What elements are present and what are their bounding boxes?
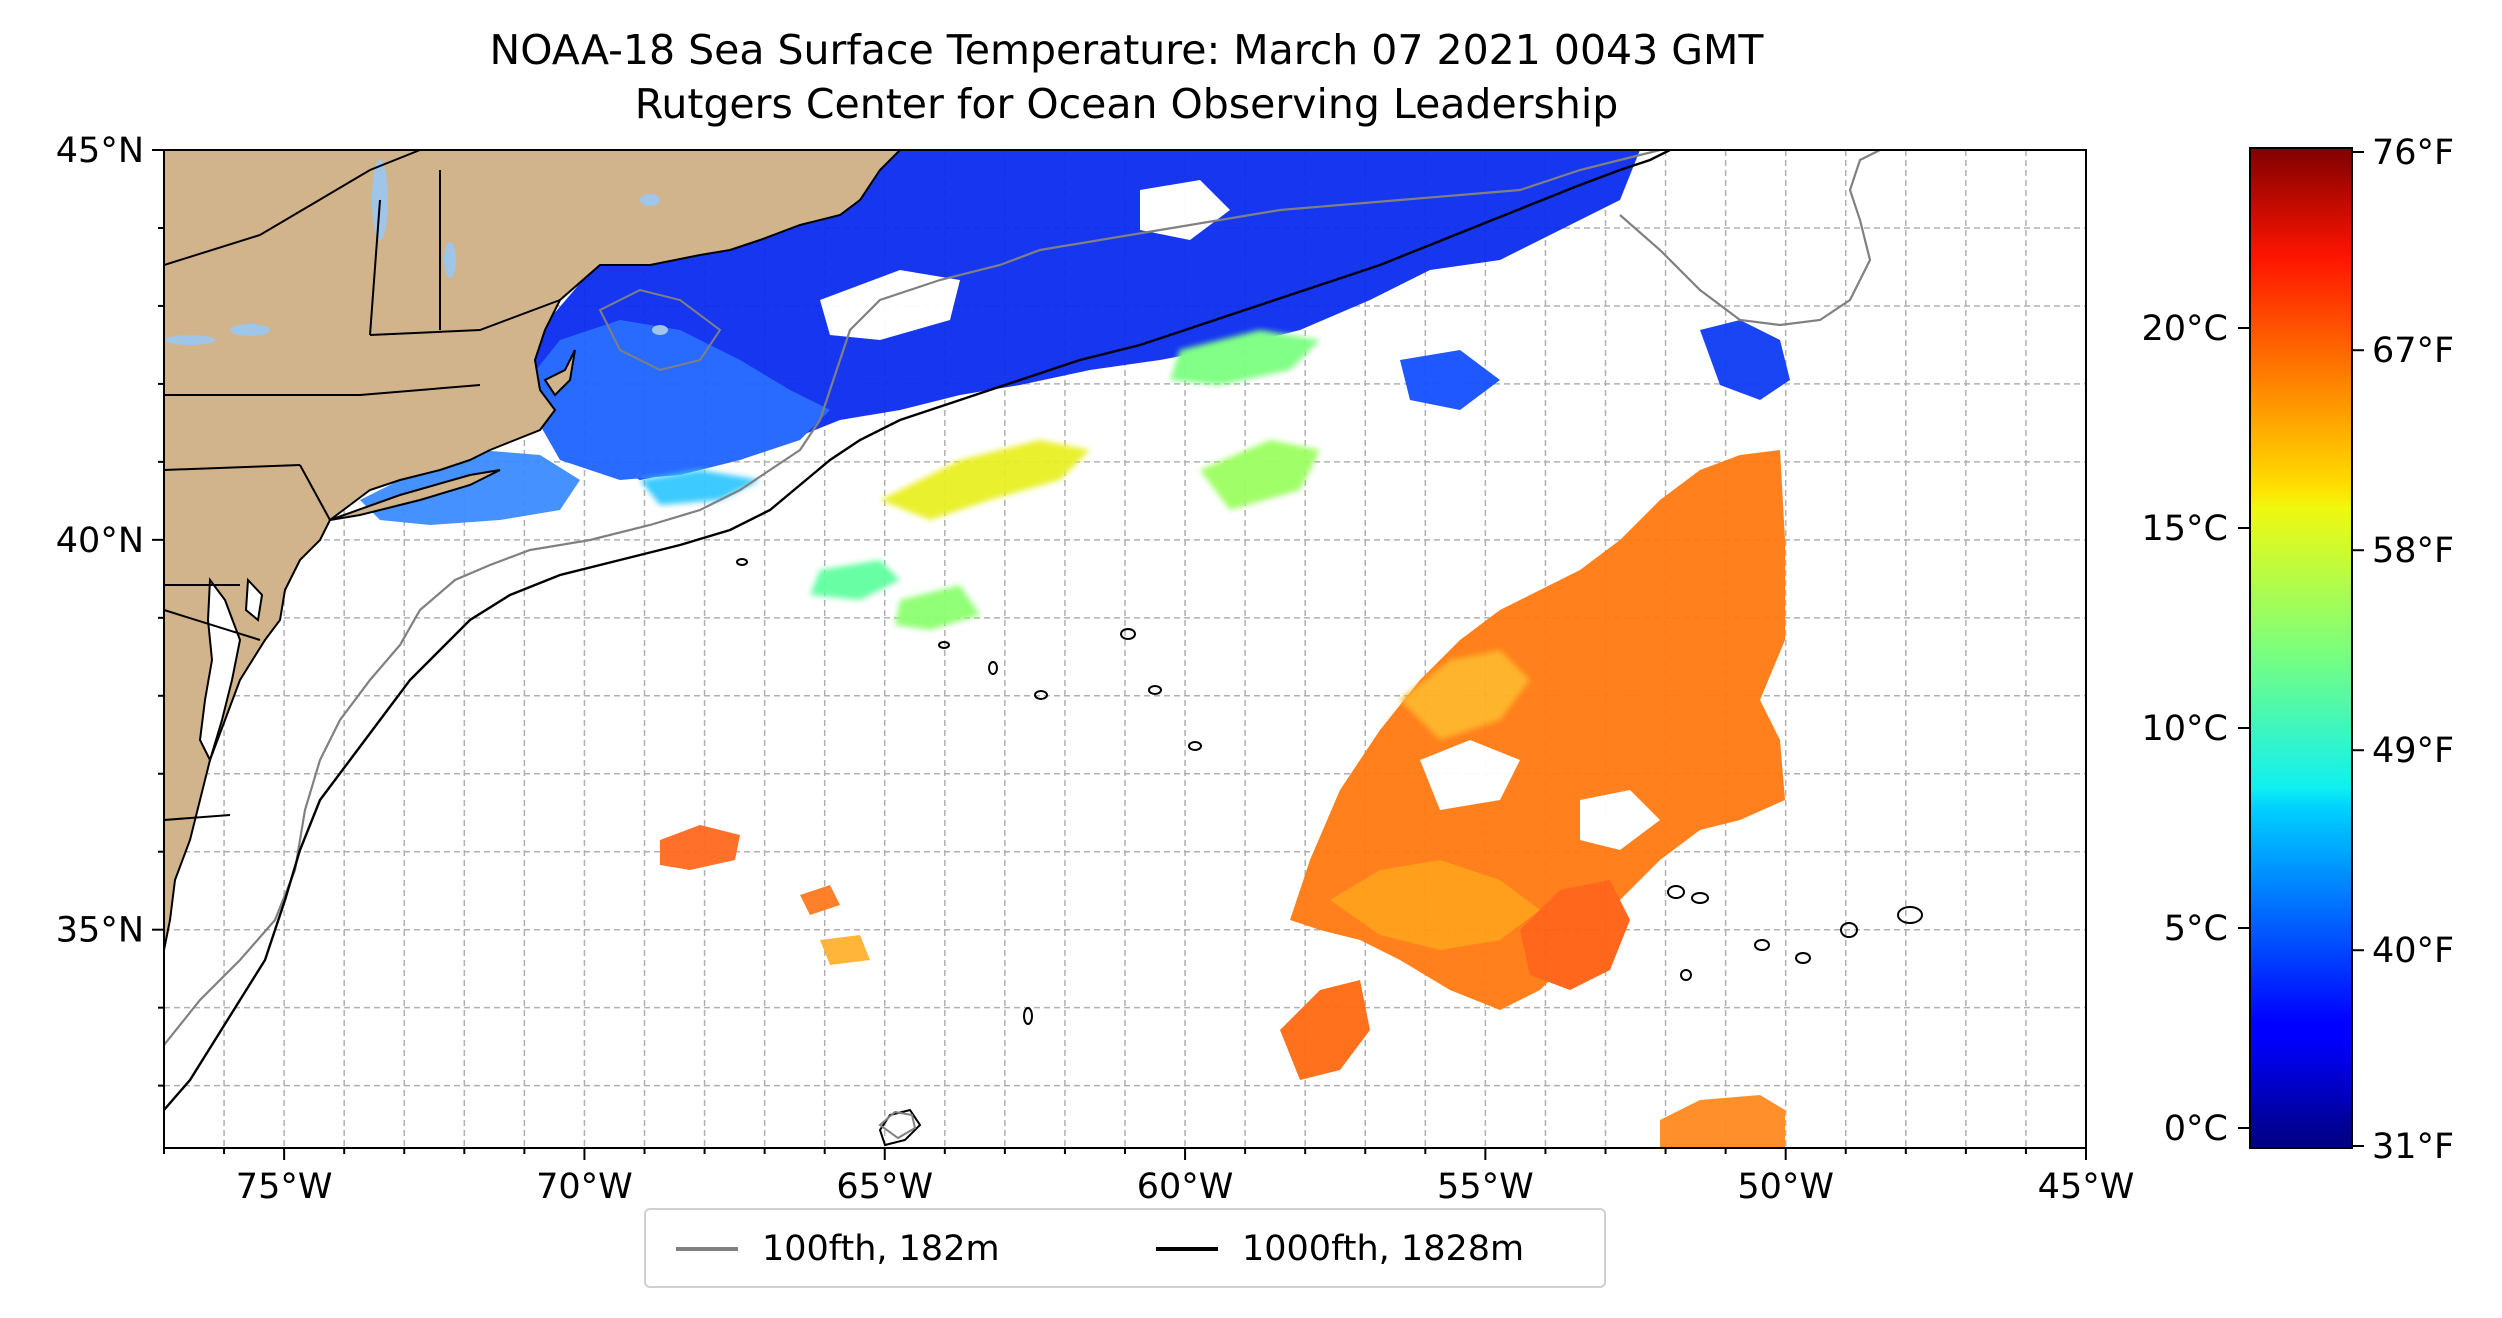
cloud-gap xyxy=(1580,790,1660,850)
map-title: NOAA-18 Sea Surface Temperature: March 0… xyxy=(489,26,1764,74)
warm-water-region xyxy=(1330,860,1540,950)
warm-water-region xyxy=(800,885,840,915)
legend-swatch-gray-line xyxy=(676,1247,738,1251)
legend-item-100fth: 100fth, 182m xyxy=(676,1226,1000,1272)
warm-water-region xyxy=(820,935,870,965)
cool-water-patch xyxy=(895,585,980,630)
cool-water-patch xyxy=(810,560,900,600)
colorbar-celsius-label: 10°C xyxy=(2142,709,2228,749)
colorbar-fahrenheit-label: 40°F xyxy=(2372,931,2454,971)
warm-water-region xyxy=(1660,1095,1785,1148)
map-axis-ticks xyxy=(152,149,2087,1160)
legend-label: 1000fth, 1828m xyxy=(1242,1229,1525,1269)
map-subtitle: Rutgers Center for Ocean Observing Leade… xyxy=(634,80,1619,128)
cool-water-patch xyxy=(640,470,760,505)
gridlines xyxy=(164,150,2086,1148)
warm-water-region xyxy=(1280,980,1370,1080)
bathymetry-1000fth-contour xyxy=(164,150,1671,1111)
colorbar-fahrenheit-ticks: 31°F 40°F 49°F 58°F 67°F 76°F xyxy=(2352,133,2454,1167)
cold-water-region xyxy=(520,320,830,480)
cold-water-region xyxy=(360,450,580,525)
longitude-label: 55°W xyxy=(1437,1167,1534,1207)
colorbar-celsius-label: 0°C xyxy=(2164,1109,2228,1149)
sst-overlay xyxy=(360,150,1790,1148)
cloud-gap xyxy=(1140,180,1230,240)
islands xyxy=(736,558,1923,1147)
legend-item-1000fth: 1000fth, 1828m xyxy=(1156,1226,1524,1272)
delaware-bay xyxy=(244,577,264,622)
colorbar-celsius-ticks: 0°C 5°C 10°C 15°C 20°C xyxy=(2142,309,2250,1149)
longitude-label: 75°W xyxy=(236,1167,333,1207)
state-borders xyxy=(164,150,561,821)
colorbar-fahrenheit-label: 67°F xyxy=(2372,331,2454,371)
cape-cod xyxy=(543,349,576,397)
cloud-gap xyxy=(1420,740,1520,810)
longitude-label: 60°W xyxy=(1137,1167,1234,1207)
bathymetry-100fth-contour xyxy=(1619,150,1881,327)
bathymetry-100fth-contour xyxy=(598,288,722,372)
colorbar-celsius-label: 5°C xyxy=(2164,909,2228,949)
cold-water-region xyxy=(1400,350,1500,410)
map-area xyxy=(164,150,2086,1148)
latitude-label: 40°N xyxy=(56,521,144,561)
cool-water-patch xyxy=(1170,330,1320,385)
latitude-labels: 35°N 40°N 45°N xyxy=(56,131,144,951)
cool-water-patch xyxy=(1200,440,1320,510)
cool-water-patch xyxy=(880,440,1090,520)
colorbar xyxy=(2249,147,2353,1149)
longitude-labels: 75°W 70°W 65°W 60°W 55°W 50°W 45°W xyxy=(236,1167,2135,1207)
colorbar-celsius-label: 15°C xyxy=(2142,509,2228,549)
long-island xyxy=(329,469,501,521)
latitude-label: 45°N xyxy=(56,131,144,171)
warm-water-region xyxy=(660,825,740,870)
colorbar-fahrenheit-label: 49°F xyxy=(2372,731,2454,771)
cloud-gap xyxy=(820,270,960,340)
colorbar-fahrenheit-label: 76°F xyxy=(2372,133,2454,173)
legend: 100fth, 182m 1000fth, 1828m xyxy=(644,1208,1606,1288)
latitude-label: 35°N xyxy=(56,911,144,951)
legend-swatch-black-line xyxy=(1156,1247,1218,1251)
colorbar-fahrenheit-label: 31°F xyxy=(2372,1127,2454,1167)
bathymetry-100fth-contour xyxy=(164,150,1661,1046)
cold-water-region xyxy=(1700,320,1790,400)
longitude-label: 70°W xyxy=(536,1167,633,1207)
bathymetry-100fth-contour xyxy=(878,1110,917,1140)
warm-water-region xyxy=(1400,650,1530,740)
legend-label: 100fth, 182m xyxy=(762,1229,1000,1269)
warm-water-region xyxy=(1520,880,1630,990)
colorbar-celsius-label: 20°C xyxy=(2142,309,2228,349)
colorbar-fahrenheit-label: 58°F xyxy=(2372,531,2454,571)
longitude-label: 50°W xyxy=(1737,1167,1834,1207)
longitude-label: 65°W xyxy=(836,1167,933,1207)
longitude-label: 45°W xyxy=(2038,1167,2135,1207)
